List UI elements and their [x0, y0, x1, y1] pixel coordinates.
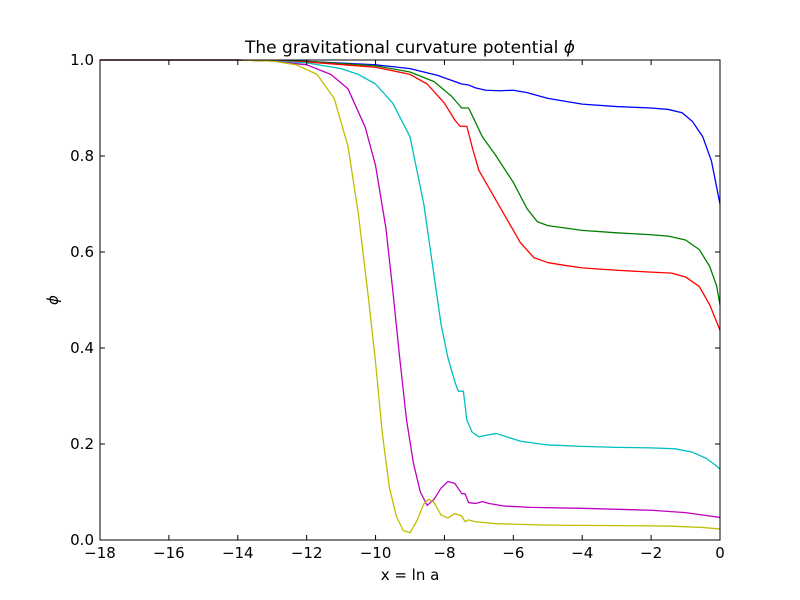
x-tick-label: 0 [715, 544, 725, 562]
y-tick-label: 0.6 [70, 243, 94, 261]
y-tick-label: 0.8 [70, 147, 94, 165]
x-tick-label: −4 [571, 544, 593, 562]
series-line-4 [100, 59, 721, 470]
y-tick-label: 0.2 [70, 435, 94, 453]
chart-title: The gravitational curvature potential ϕ [244, 38, 575, 58]
x-axis-label: x = ln a [381, 566, 440, 584]
tick-layer: −18 −16 −14 −12 −10 −8 −6 −4 −2 0 0.0 0.2 0.4 0.6 0.8 1… [70, 51, 725, 562]
series-line-6 [100, 59, 721, 534]
series-line-5 [100, 59, 721, 519]
y-tick-label: 0.0 [70, 531, 94, 549]
x-tick-label: −2 [640, 544, 662, 562]
x-tick-label: −12 [291, 544, 323, 562]
series-line-3 [100, 59, 721, 331]
series-line-1 [100, 59, 721, 205]
y-tick-label: 1.0 [70, 51, 94, 69]
x-tick-label: −6 [502, 544, 524, 562]
x-tick-label: −16 [153, 544, 185, 562]
x-tick-label: −18 [84, 544, 116, 562]
series-line-2 [100, 59, 721, 305]
series-layer [100, 59, 721, 534]
y-axis-label: ϕ [44, 295, 62, 305]
x-tick-label: −10 [360, 544, 392, 562]
x-tick-label: −14 [222, 544, 254, 562]
plot-area-frame [99, 59, 721, 541]
y-tick-label: 0.4 [70, 339, 94, 357]
x-tick-label: −8 [433, 544, 455, 562]
